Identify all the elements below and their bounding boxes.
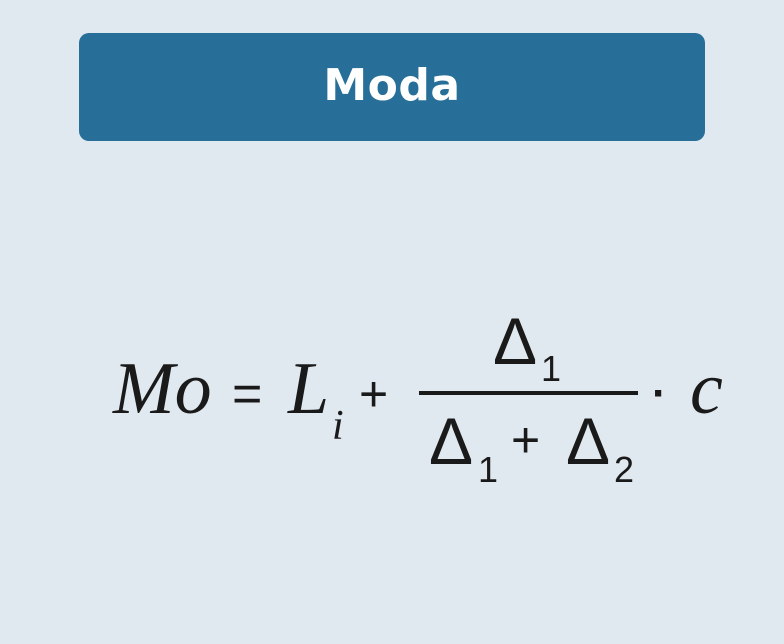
formula-term-base: L — [288, 348, 330, 430]
formula-plus: + — [359, 366, 389, 422]
denominator-plus: + — [511, 412, 541, 468]
formula-lhs: Mo — [113, 348, 212, 430]
formula-dot: · — [652, 369, 667, 418]
numerator-subscript: 1 — [541, 348, 562, 389]
denominator-delta-2: Δ — [566, 404, 611, 478]
formula-factor: c — [690, 348, 723, 430]
denominator-subscript-2: 2 — [614, 449, 635, 490]
denominator-delta-1: Δ — [429, 404, 474, 478]
page-title: Moda — [323, 59, 461, 111]
title-banner: Moda — [79, 33, 705, 141]
formula-term-subscript: i — [332, 403, 344, 449]
formula-equals: = — [232, 365, 263, 423]
denominator-subscript-1: 1 — [478, 449, 499, 490]
fraction-bar — [419, 391, 638, 395]
numerator-delta: Δ — [493, 304, 538, 378]
